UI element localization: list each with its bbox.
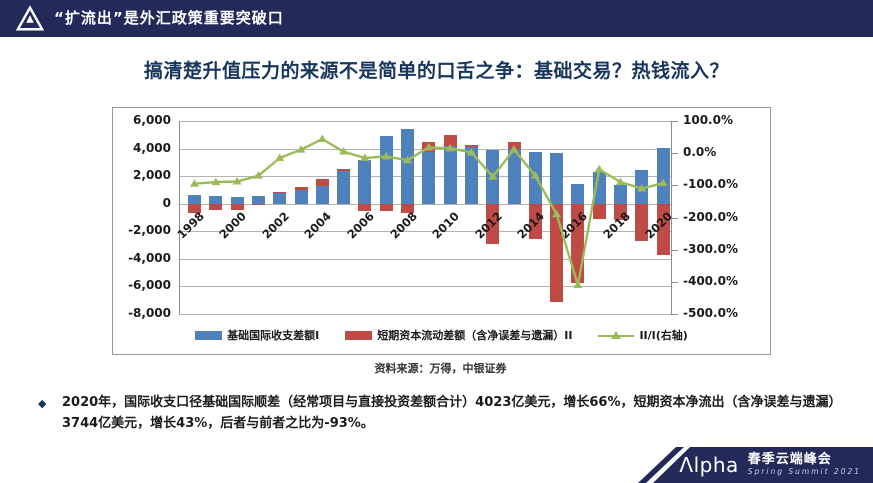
- bar-base-balance: [315, 186, 329, 204]
- bar-shortterm-capital: [443, 135, 457, 146]
- bar-base-balance: [209, 196, 223, 204]
- line-marker-triangle: [190, 179, 199, 187]
- line-marker-triangle: [616, 177, 625, 186]
- bar-base-balance: [592, 171, 606, 204]
- left-axis-tick-label: -2,000: [128, 223, 171, 238]
- right-axis-tick: [671, 185, 678, 187]
- alpha-logo-text: Λlpha: [679, 453, 738, 477]
- gridline: [179, 314, 671, 315]
- bar-base-balance: [379, 136, 393, 204]
- line-marker-triangle: [317, 134, 327, 143]
- bar-base-balance: [464, 146, 478, 204]
- legend-label: 短期资本流动差额（含净误差与遗漏）II: [377, 329, 573, 342]
- source-note: 资料来源：万得，中银证券: [374, 362, 507, 375]
- line-marker-triangle: [275, 153, 285, 161]
- right-axis-tick: [671, 314, 678, 315]
- footer-event-subtitle: Spring Summit 2021: [747, 467, 861, 477]
- bar-shortterm-capital: [294, 186, 308, 190]
- bar-base-balance: [273, 192, 287, 204]
- legend-swatch: [345, 330, 373, 340]
- bar-shortterm-capital: [550, 203, 564, 302]
- alpha-logo-rest: lpha: [693, 453, 739, 477]
- bar-base-balance: [401, 129, 414, 204]
- bar-shortterm-capital: [209, 203, 223, 211]
- right-axis-tick: [671, 153, 678, 155]
- bar-base-balance: [656, 148, 670, 204]
- right-axis-tick: [671, 281, 678, 283]
- bar-base-balance: [358, 160, 372, 204]
- bar-base-balance: [486, 149, 500, 204]
- right-axis-tick-label: -200.0%: [683, 209, 738, 224]
- gridline: [179, 258, 671, 260]
- bar-base-balance: [188, 194, 201, 204]
- bar-base-balance: [294, 189, 308, 204]
- legend-item: II/I(右轴): [598, 327, 688, 343]
- footer-event-title: 春季云端峰会: [747, 452, 832, 468]
- left-axis-tick-label: 2,000: [133, 168, 171, 183]
- bar-base-balance: [337, 171, 351, 204]
- slide-title: 搞清楚升值压力的来源不是简单的口舌之争：基础交易？热钱流入？: [143, 60, 729, 82]
- right-axis-tick-label: 0.0%: [683, 145, 717, 160]
- bar-shortterm-capital: [337, 168, 351, 172]
- bar-base-balance: [528, 152, 542, 204]
- left-axis-tick-label: 0: [162, 195, 171, 210]
- bar-shortterm-capital: [273, 191, 287, 193]
- gridline: [179, 286, 671, 288]
- legend-swatch: [195, 330, 223, 340]
- line-marker-triangle: [232, 176, 242, 185]
- right-axis-tick-label: -300.0%: [683, 241, 738, 256]
- right-axis-tick: [671, 121, 678, 122]
- bar-shortterm-capital: [592, 203, 606, 220]
- header-title: “扩流出”是外汇政策重要突破口: [54, 9, 284, 27]
- left-axis-tick-label: -4,000: [128, 250, 171, 265]
- left-axis-tick-label: 6,000: [133, 113, 171, 127]
- chart-legend: 基础国际收支差额I 短期资本流动差额（含净误差与遗漏）II II/I(右轴): [113, 327, 770, 343]
- bar-base-balance: [635, 169, 649, 204]
- legend-item: 基础国际收支差额I: [195, 327, 319, 343]
- bar-shortterm-capital: [507, 142, 521, 149]
- legend-label: 基础国际收支差额I: [227, 329, 320, 342]
- legend-line-marker: [598, 330, 635, 340]
- bar-base-balance: [507, 148, 521, 204]
- header-bar: “扩流出”是外汇政策重要突破口: [0, 0, 873, 37]
- legend-item: 短期资本流动差额（含净误差与遗漏）II: [345, 327, 572, 343]
- right-axis-tick-label: -100.0%: [683, 177, 738, 192]
- left-axis-line: [179, 121, 180, 314]
- right-axis-tick: [671, 217, 678, 219]
- bar-base-balance: [550, 152, 564, 204]
- alpha-triangle-logo-icon: [15, 5, 45, 32]
- legend-label: II/I(右轴): [639, 329, 688, 342]
- gridline: [179, 231, 671, 233]
- bullet-diamond-icon: ◆: [38, 397, 47, 410]
- footer-banner: Λlpha 春季云端峰会 Spring Summit 2021: [653, 447, 873, 483]
- bar-base-balance: [422, 152, 436, 204]
- right-axis-tick: [671, 249, 678, 251]
- bar-shortterm-capital: [251, 203, 265, 205]
- chart: 6,000 4,000 2,000 0 -2,000 -4,000 -6,000 -8,000…: [112, 107, 771, 355]
- line-marker-triangle: [211, 177, 221, 186]
- bar-base-balance: [443, 145, 457, 204]
- bar-shortterm-capital: [379, 203, 393, 211]
- bar-shortterm-capital: [464, 145, 478, 147]
- bar-base-balance: [230, 196, 244, 204]
- chart-plot-area: 6,000 4,000 2,000 0 -2,000 -4,000 -6,000 -8,000…: [113, 108, 770, 354]
- left-axis-tick-label: -6,000: [128, 278, 171, 293]
- left-axis-tick-label: 4,000: [133, 140, 171, 155]
- bullet-text: 2020年，国际收支口径基础国际顺差（经常项目与直接投资差额合计）4023亿美元…: [62, 395, 842, 431]
- bar-base-balance: [571, 184, 585, 204]
- footer-event-block: 春季云端峰会 Spring Summit 2021: [747, 452, 861, 477]
- right-axis-tick-label: -400.0%: [683, 273, 738, 288]
- right-axis-tick-label: -500.0%: [683, 306, 738, 320]
- bar-base-balance: [614, 185, 627, 204]
- gridline: [179, 121, 671, 122]
- bar-base-balance: [251, 195, 265, 204]
- left-axis-tick-label: -8,000: [128, 306, 171, 320]
- bar-shortterm-capital: [315, 178, 329, 187]
- bar-shortterm-capital: [422, 142, 436, 153]
- right-axis-tick-label: 100.0%: [683, 113, 733, 127]
- alpha-logo-initial: Λ: [679, 453, 694, 477]
- line-marker-triangle: [253, 171, 263, 179]
